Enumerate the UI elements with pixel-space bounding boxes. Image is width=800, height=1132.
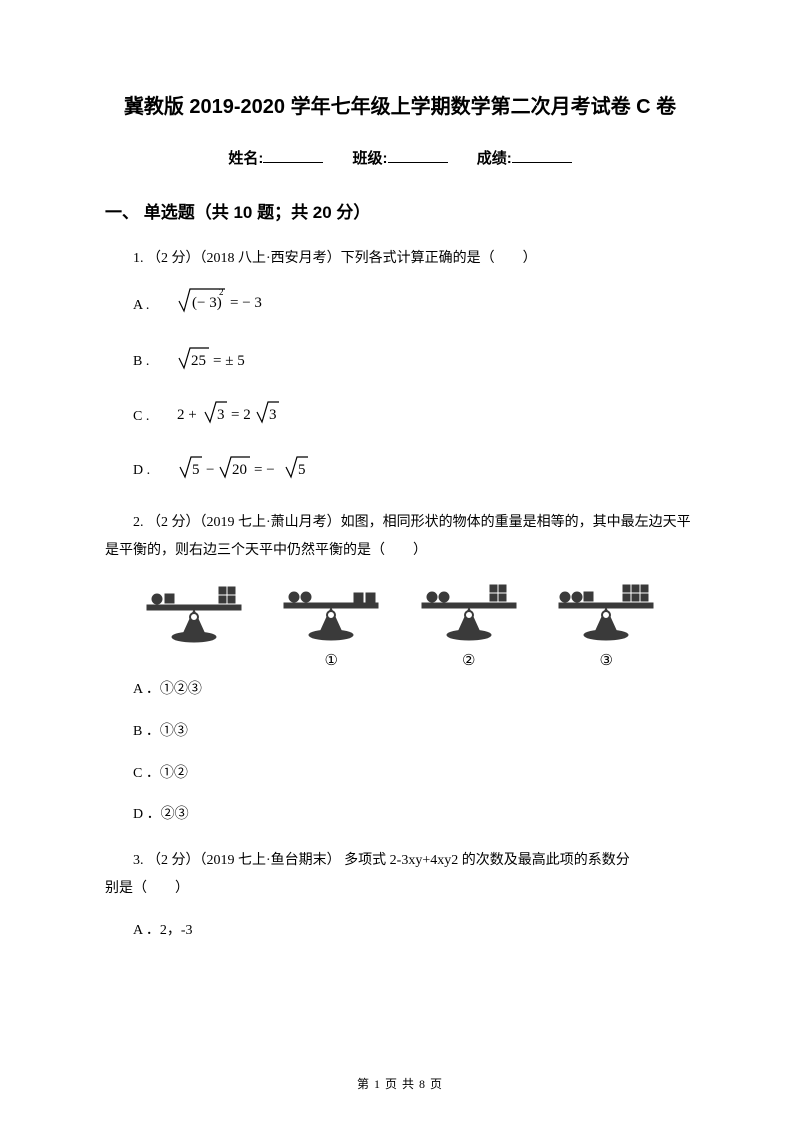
name-label: 姓名: — [228, 150, 263, 167]
info-line: 姓名: 班级: 成绩: — [105, 147, 695, 168]
svg-text:2 +: 2 + — [177, 407, 197, 423]
q3-opt-a: A ．2，-3 — [105, 921, 695, 941]
q1-b-math: 25 = ± 5 — [149, 346, 277, 379]
q1-a-label: A . — [105, 296, 149, 316]
svg-text:= 2: = 2 — [231, 407, 251, 423]
q1-c-label: C . — [105, 407, 149, 427]
q2-stem: 2. （2 分）（2019 七上·萧山月考）如图，相同形状的物体的重量是相等的，… — [105, 509, 695, 565]
q1-b-label: B . — [105, 352, 149, 372]
name-blank — [263, 148, 323, 163]
svg-text:= ± 5: = ± 5 — [213, 353, 245, 369]
class-label: 班级: — [353, 150, 388, 167]
balance-1-label: ① — [276, 651, 386, 670]
page-root: 冀教版 2019-2020 学年七年级上学期数学第二次月考试卷 C 卷 姓名: … — [0, 0, 800, 1132]
class-blank — [388, 148, 448, 163]
page-footer: 第 1 页 共 8 页 — [0, 1075, 800, 1092]
svg-text:5: 5 — [192, 462, 200, 478]
balance-1: ① — [276, 575, 386, 670]
score-blank — [512, 148, 572, 163]
q1-opt-c: C . 2 + 3 = 2 3 — [105, 400, 695, 433]
section-heading: 一、 单选题（共 10 题；共 20 分） — [105, 198, 695, 223]
q2-opt-d: D ．②③ — [105, 805, 695, 825]
svg-text:2: 2 — [219, 287, 224, 297]
q2-opt-c: C ．①② — [105, 764, 695, 784]
q1-opt-b: B . 25 = ± 5 — [105, 346, 695, 379]
q1-opt-d: D . 5 − 20 = − 5 — [105, 455, 695, 488]
svg-text:3: 3 — [269, 407, 277, 423]
q2-opt-b: B ．①③ — [105, 722, 695, 742]
balance-2: ② — [414, 575, 524, 670]
svg-text:25: 25 — [191, 353, 206, 369]
exam-title: 冀教版 2019-2020 学年七年级上学期数学第二次月考试卷 C 卷 — [105, 90, 695, 119]
q1-a-math: (− 3) 2 = − 3 — [149, 287, 287, 324]
score-label: 成绩: — [477, 150, 512, 167]
balance-3-label: ③ — [551, 651, 661, 670]
svg-text:(− 3): (− 3) — [192, 295, 222, 311]
svg-text:= − 3: = − 3 — [230, 295, 262, 311]
svg-text:3: 3 — [217, 407, 225, 423]
q2-figure: ① ② — [125, 575, 675, 670]
q3-stem-a: 3. （2 分）（2019 七上·鱼台期末） 多项式 2-3xy+4xy2 的次… — [105, 847, 695, 875]
svg-text:−: − — [206, 462, 214, 478]
q2-opt-a: A ．①②③ — [105, 680, 695, 700]
balance-ref-label — [139, 653, 249, 670]
q3-stem-b: 别是（ ） — [105, 875, 695, 903]
balance-3: ③ — [551, 575, 661, 670]
q1-d-math: 5 − 20 = − 5 — [150, 455, 348, 488]
q1-opt-a: A . (− 3) 2 = − 3 — [105, 287, 695, 324]
q1-stem: 1. （2 分）（2018 八上·西安月考）下列各式计算正确的是（ ） — [105, 245, 695, 273]
svg-text:5: 5 — [298, 462, 306, 478]
q1-d-label: D . — [105, 461, 150, 481]
svg-text:= −: = − — [254, 462, 275, 478]
balance-2-label: ② — [414, 651, 524, 670]
balance-ref — [139, 577, 249, 670]
svg-text:20: 20 — [232, 462, 247, 478]
q1-c-math: 2 + 3 = 2 3 — [149, 400, 307, 433]
